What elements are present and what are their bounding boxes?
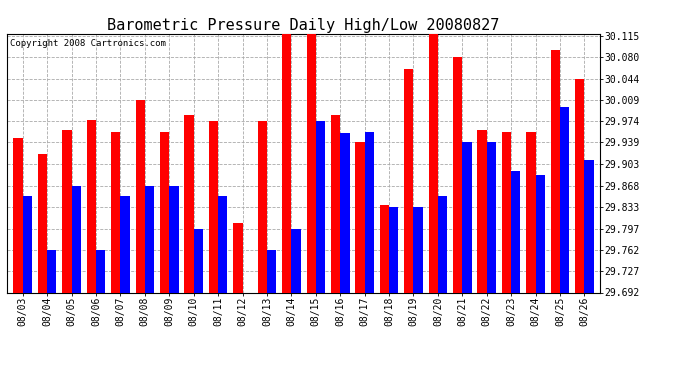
Bar: [47, 250, 57, 292]
Bar: [535, 175, 545, 292]
Bar: [551, 50, 560, 292]
Bar: [453, 57, 462, 292]
Bar: [477, 130, 486, 292]
Text: Copyright 2008 Cartronics.com: Copyright 2008 Cartronics.com: [10, 39, 166, 48]
Bar: [306, 32, 316, 292]
Bar: [486, 142, 496, 292]
Bar: [389, 207, 398, 292]
Bar: [282, 33, 291, 292]
Bar: [121, 196, 130, 292]
Title: Barometric Pressure Daily High/Low 20080827: Barometric Pressure Daily High/Low 20080…: [108, 18, 500, 33]
Bar: [184, 115, 194, 292]
Bar: [340, 133, 350, 292]
Bar: [291, 229, 301, 292]
Bar: [462, 142, 471, 292]
Bar: [502, 132, 511, 292]
Bar: [38, 154, 47, 292]
Bar: [233, 223, 243, 292]
Bar: [380, 205, 389, 292]
Bar: [413, 207, 423, 292]
Bar: [145, 186, 154, 292]
Bar: [316, 121, 325, 292]
Bar: [404, 69, 413, 292]
Bar: [136, 100, 145, 292]
Bar: [428, 33, 438, 292]
Bar: [526, 132, 535, 292]
Bar: [575, 79, 584, 292]
Bar: [14, 138, 23, 292]
Bar: [169, 186, 179, 292]
Bar: [331, 115, 340, 292]
Bar: [72, 186, 81, 292]
Bar: [23, 196, 32, 292]
Bar: [438, 196, 447, 292]
Bar: [96, 250, 106, 292]
Bar: [257, 121, 267, 292]
Bar: [267, 250, 276, 292]
Bar: [584, 160, 593, 292]
Bar: [111, 132, 121, 292]
Bar: [355, 142, 364, 292]
Bar: [560, 107, 569, 292]
Bar: [209, 121, 218, 292]
Bar: [364, 132, 374, 292]
Bar: [62, 130, 72, 292]
Bar: [194, 229, 203, 292]
Bar: [511, 171, 520, 292]
Bar: [160, 132, 169, 292]
Bar: [87, 120, 96, 292]
Bar: [218, 196, 228, 292]
